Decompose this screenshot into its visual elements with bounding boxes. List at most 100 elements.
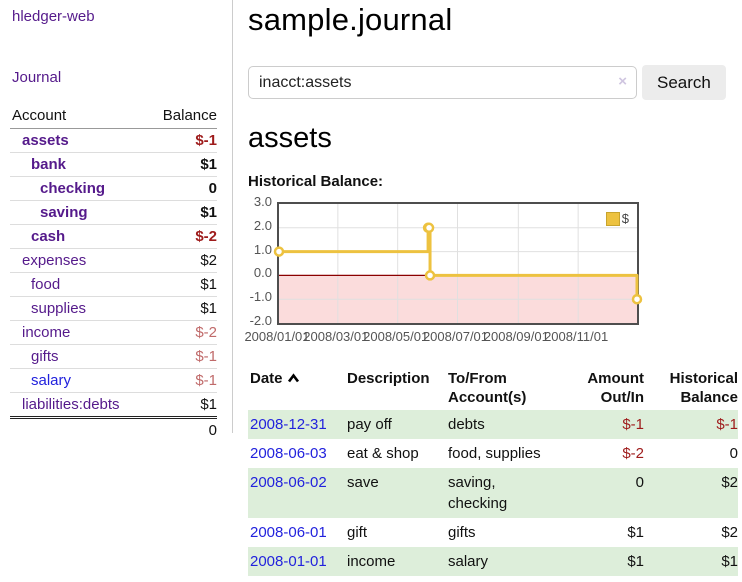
transaction-balance: $2 [721,524,738,541]
transaction-balance: $1 [721,553,738,570]
chart: $ 3.0 2.0 1.0 0.0 -1.0 -2.0 2008/01/01 2008/03/… [244,194,742,348]
register-header-date-label: Date [250,370,283,387]
transaction-description: gift [347,524,368,541]
account-link-supplies[interactable]: supplies [31,300,87,317]
legend-color-swatch [605,211,620,226]
register-header-description: Description [347,370,430,387]
account-row: food $1 [10,272,217,297]
chart-ytick-label: 2.0 [253,217,272,233]
transaction-description: income [347,553,396,570]
transaction-date-link[interactable]: 2008-12-31 [250,416,327,433]
account-balance: $1 [146,200,217,225]
transaction-accounts: saving, checking [448,474,508,512]
account-link-bank[interactable]: bank [31,156,67,173]
account-balance: $-1 [146,368,217,393]
register-header-amount: Amount Out/In [587,370,644,406]
transaction-date-link[interactable]: 2008-06-02 [250,474,327,491]
account-row: salary $-1 [10,368,217,393]
account-row: expenses $2 [10,248,217,273]
register-row: 2008-06-03 eat & shop food, supplies $-2… [248,439,738,468]
transaction-balance: 0 [729,445,738,462]
account-heading: assets [248,122,332,154]
transaction-date-link[interactable]: 2008-01-01 [250,553,327,570]
account-link-cash[interactable]: cash [31,228,66,245]
transaction-date-link[interactable]: 2008-06-01 [250,524,327,541]
search-button[interactable]: Search [642,65,726,100]
chart-plot[interactable]: $ [273,202,643,325]
account-row: supplies $1 [10,296,217,321]
clear-search-icon[interactable]: × [618,73,627,90]
chart-section-label: Historical Balance: [248,173,384,190]
chart-xtick-label: 2008/11/01 [544,329,609,344]
transaction-amount: 0 [635,474,644,491]
sort-ascending-icon [287,370,300,389]
account-link-saving[interactable]: saving [40,204,88,221]
transaction-balance: $2 [721,474,738,491]
main-content: sample.journal × Search ? assets Histori… [244,0,742,576]
account-link-assets[interactable]: assets [22,132,69,149]
account-link-income[interactable]: income [22,324,71,341]
chart-ytick-label: 1.0 [253,241,272,257]
transaction-accounts: gifts [448,524,476,541]
register-row: 2008-06-02 save saving, checking 0 $2 [248,468,738,518]
account-balance: $1 [146,152,217,177]
chart-xtick-label: 2008/07/01 [422,329,489,344]
search-input[interactable] [248,66,637,99]
account-balance: $-2 [146,224,217,249]
chart-xtick-label: 2008/03/01 [303,329,369,344]
chart-ytick-label: 0.0 [253,265,272,281]
chart-canvas [273,204,643,323]
account-balance: $1 [146,392,217,418]
transaction-balance: $-1 [716,416,738,433]
register-header-balance: Historical Balance [669,370,738,406]
accounts-total-row: 0 [10,416,217,442]
register-header-tofrom: To/From Account(s) [448,370,527,406]
transaction-accounts: food, supplies [448,445,541,462]
account-link-food[interactable]: food [31,276,61,293]
transaction-amount: $-1 [622,416,644,433]
transaction-amount: $-2 [622,445,644,462]
chart-xtick-label: 2008/05/01 [363,329,429,344]
transaction-amount: $1 [627,553,644,570]
transaction-accounts: salary [448,553,489,570]
transaction-description: pay off [347,416,392,433]
account-row: assets $-1 [10,129,217,153]
account-row: cash $-2 [10,224,217,249]
account-balance: $-1 [195,132,217,149]
accounts-total-value: 0 [146,416,217,442]
account-row: liabilities:debts $1 [10,392,217,418]
accounts-header-account: Account [10,104,147,129]
accounts-header-row: Account Balance [10,104,217,129]
transaction-description: save [347,474,379,491]
transaction-description: eat & shop [347,445,419,462]
register-header-row: Date Description To/From Account(s) Amou… [248,366,738,410]
legend-series-label: $ [621,211,629,226]
account-link-salary[interactable]: salary [31,372,72,389]
register-row: 2008-06-01 gift gifts $1 $2 [248,518,738,547]
account-balance: $2 [146,248,217,273]
account-row: gifts $-1 [10,344,217,369]
chart-legend: $ [603,210,631,227]
register-row: 2008-01-01 income salary $1 $1 [248,547,738,576]
account-link-liabilities-debts[interactable]: liabilities:debts [22,396,120,413]
register-table: Date Description To/From Account(s) Amou… [248,366,738,576]
account-row: saving $1 [10,200,217,225]
transaction-date-link[interactable]: 2008-06-03 [250,445,327,462]
accounts-header-balance: Balance [146,104,217,129]
app-brand-link[interactable]: hledger-web [12,8,95,25]
register-header-date[interactable]: Date [248,366,345,410]
account-row: income $-2 [10,320,217,345]
chart-xtick-label: 2008/01/01 [244,329,310,344]
transaction-accounts: debts [448,416,485,433]
transaction-amount: $1 [627,524,644,541]
account-link-checking[interactable]: checking [40,180,106,197]
account-row: checking 0 [10,176,217,201]
account-row: bank $1 [10,152,217,177]
sidebar: hledger-web Journal Account Balance asse… [0,0,233,442]
chart-ytick-label: -1.0 [249,289,272,305]
account-link-expenses[interactable]: expenses [22,252,87,269]
chart-ytick-label: -2.0 [249,313,272,328]
account-link-gifts[interactable]: gifts [31,348,59,365]
page-title: sample.journal [248,2,453,37]
sidebar-item-journal[interactable]: Journal [12,69,62,86]
